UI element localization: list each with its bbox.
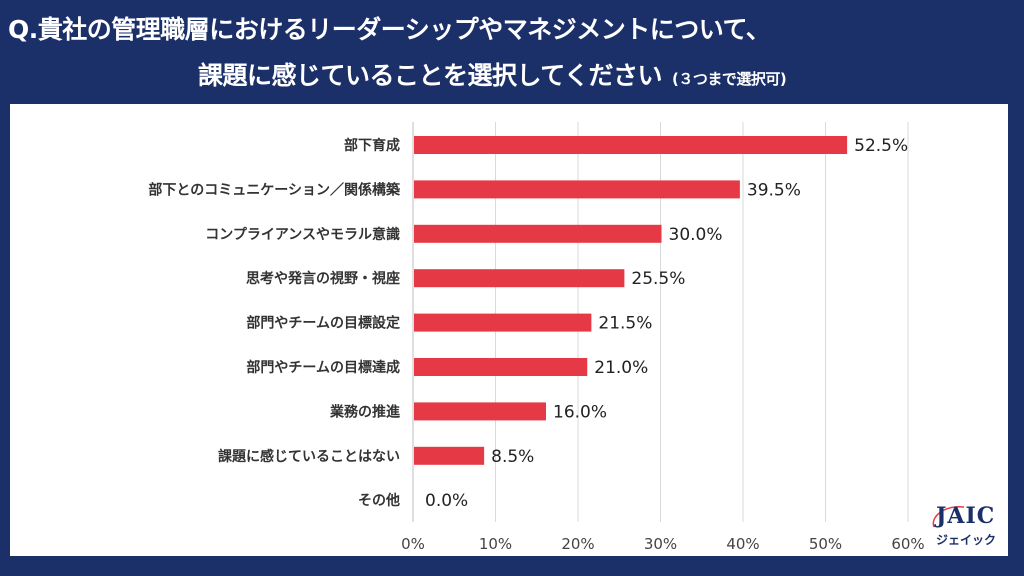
x-tick-label: 0% [401,535,425,553]
x-tick-label: 50% [809,535,842,553]
bar [414,358,588,376]
value-label: 16.0% [553,402,607,422]
x-tick-label: 20% [561,535,594,553]
bar [414,224,662,243]
jaic-logo: JAIC ジェイック [930,503,1010,551]
value-label: 0.0% [425,491,468,511]
bar [414,136,848,154]
category-label: 部門やチームの目標達成 [246,359,400,376]
category-label: 部下とのコミュニケーション／関係構築 [148,181,401,198]
value-label: 8.5% [491,447,534,467]
bar [414,402,546,421]
logo-text: JAIC [936,503,996,529]
value-label: 21.0% [594,358,648,378]
value-label: 21.5% [598,314,652,334]
bar [414,446,485,465]
value-label: 39.5% [747,180,801,200]
title-question: 課題に感じていることを選択してください [198,61,663,90]
value-label: 30.0% [669,225,723,245]
title-note: (３つまで選択可) [672,70,787,88]
logo-kana: ジェイック [936,533,997,547]
category-label: 業務の推進 [329,403,400,420]
category-label: その他 [358,492,400,509]
x-tick-label: 60% [891,535,924,553]
chart-title-line1: Q.貴社の管理職層におけるリーダーシップやマネジメントについて、 [8,15,771,44]
bar [414,269,625,288]
value-label: 25.5% [631,269,685,289]
category-label: 思考や発言の視野・視座 [246,270,400,287]
value-label: 52.5% [854,136,908,156]
bar [414,180,740,199]
category-label: コンプライアンスやモラル意識 [205,226,400,243]
category-label: 部下育成 [344,137,400,154]
chart-title-line2: 課題に感じていることを選択してください (３つまで選択可) [198,56,787,92]
category-label: 課題に感じていることはない [218,448,400,465]
category-label: 部門やチームの目標設定 [246,315,400,332]
x-tick-label: 10% [479,535,512,553]
x-tick-label: 30% [644,535,677,553]
logo-swoosh-icon [932,506,965,528]
x-tick-label: 40% [726,535,759,553]
bar [414,313,592,332]
